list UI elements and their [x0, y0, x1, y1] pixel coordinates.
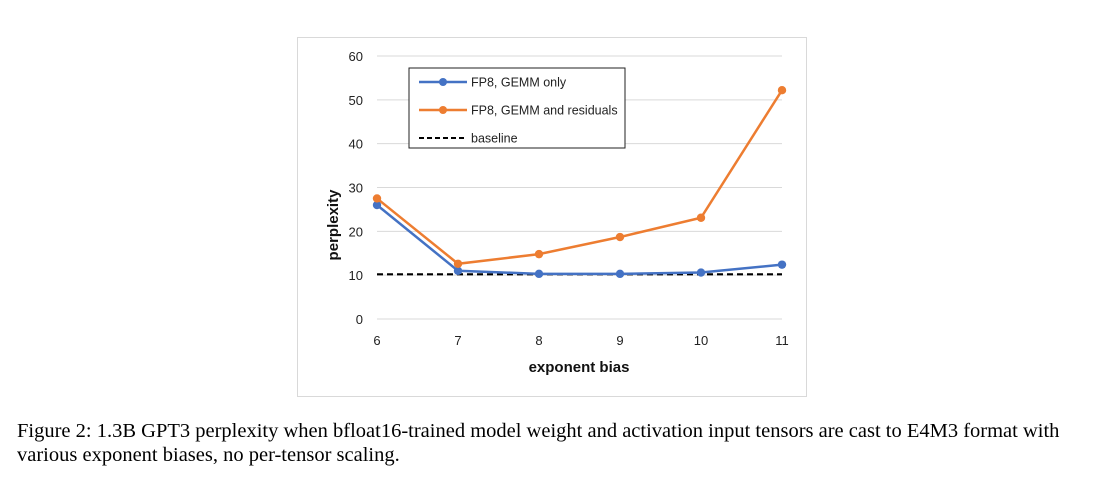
x-tick-label: 6 [373, 333, 380, 348]
series-line [376, 204, 783, 276]
legend-label: FP8, GEMM only [471, 76, 567, 90]
data-point [372, 194, 382, 203]
x-axis-ticks: 6 7 8 9 10 11 [373, 333, 788, 348]
x-tick-label: 8 [535, 333, 542, 348]
data-point [696, 213, 706, 222]
y-tick-label: 30 [349, 181, 363, 196]
y-tick-label: 20 [349, 224, 363, 239]
legend-label: FP8, GEMM and residuals [471, 104, 618, 118]
data-point [696, 268, 706, 277]
chart-frame: 0 10 20 30 40 50 60 6 7 8 9 10 11 perplexity expone… [297, 37, 807, 397]
data-point [534, 249, 544, 259]
y-axis-ticks: 0 10 20 30 40 50 60 [349, 49, 363, 327]
legend: FP8, GEMM only FP8, GEMM and residuals bas… [408, 67, 626, 149]
x-tick-label: 11 [775, 333, 789, 348]
data-point [615, 232, 625, 242]
legend-marker [439, 78, 447, 86]
y-axis-title: perplexity [325, 189, 342, 261]
y-tick-label: 60 [349, 49, 363, 64]
line-chart: 0 10 20 30 40 50 60 6 7 8 9 10 11 perplexity expone… [325, 49, 789, 376]
data-point [777, 85, 787, 95]
figure-caption: Figure 2: 1.3B GPT3 perplexity when bflo… [17, 420, 1060, 466]
data-point [372, 200, 382, 210]
y-tick-label: 10 [349, 268, 363, 283]
legend-label: baseline [471, 132, 518, 146]
x-tick-label: 10 [694, 333, 708, 348]
x-axis-title: exponent bias [529, 359, 630, 376]
series-line [376, 89, 784, 266]
data-point [615, 269, 625, 279]
series-layer [372, 85, 787, 279]
data-point [534, 269, 544, 279]
x-tick-label: 7 [454, 333, 461, 348]
y-tick-label: 40 [349, 137, 363, 152]
y-tick-label: 50 [349, 93, 363, 108]
x-tick-label: 9 [616, 333, 623, 348]
legend-marker [439, 106, 447, 114]
y-tick-label: 0 [356, 312, 363, 327]
data-point [453, 266, 463, 275]
data-point [777, 260, 787, 269]
data-point [453, 259, 463, 268]
